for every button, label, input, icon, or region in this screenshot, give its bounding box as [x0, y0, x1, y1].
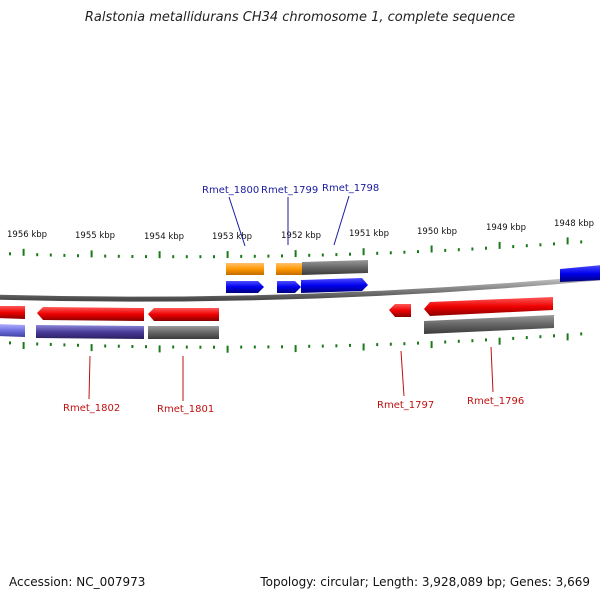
feature-orange-rmet-1799[interactable] — [276, 263, 302, 275]
gene-label-rmet-1801[interactable]: Rmet_1801 — [157, 404, 214, 415]
scale-label: 1954 kbp — [144, 232, 184, 242]
scale-label: 1953 kbp — [212, 232, 252, 242]
gene-arrow-rmet-1801[interactable] — [148, 308, 219, 321]
gene-label-rmet-1798[interactable]: Rmet_1798 — [322, 183, 379, 194]
gene-arrow-rmet-1802[interactable] — [37, 307, 144, 321]
scale-ticks-top — [9, 237, 583, 259]
callout-line-rmet-1802 — [88, 355, 91, 400]
scale-label: 1948 kbp — [554, 219, 594, 229]
scale-label: 1949 kbp — [486, 223, 526, 233]
gene-arrow-left-edge[interactable] — [0, 306, 25, 319]
gene-arrow-rmet-1799[interactable] — [277, 281, 301, 293]
scale-label: 1955 kbp — [75, 231, 115, 241]
gene-arrow-rmet-1798[interactable] — [301, 278, 368, 293]
genes-value: 3,669 — [555, 575, 590, 589]
gene-arrow-right-edge[interactable] — [560, 265, 600, 282]
length-label: Length: — [372, 575, 419, 589]
scale-label: 1956 kbp — [7, 230, 47, 240]
map-title: Ralstonia metallidurans CH34 chromosome … — [84, 10, 516, 25]
accession-info: Accession: NC_007973 — [9, 575, 145, 589]
accession-label: Accession: — [9, 575, 73, 589]
topology-value: circular — [320, 575, 365, 589]
gene-arrow-rmet-1797[interactable] — [389, 304, 411, 317]
topology-label: Topology: — [260, 575, 317, 589]
feature-orange-rmet-1800[interactable] — [226, 263, 264, 275]
gene-label-rmet-1797[interactable]: Rmet_1797 — [377, 400, 434, 411]
callout-line-rmet-1798 — [333, 195, 350, 246]
gene-arrow-rmet-1800[interactable] — [226, 281, 264, 293]
gene-arrow-rmet-1796[interactable] — [424, 297, 553, 316]
chromosome-backbone — [0, 275, 600, 302]
scale-ticks-bottom — [9, 332, 583, 353]
feature-gray-rmet-1798[interactable] — [302, 260, 368, 275]
genes-label: Genes: — [509, 575, 552, 589]
gene-label-rmet-1802[interactable]: Rmet_1802 — [63, 403, 120, 414]
scale-label: 1951 kbp — [349, 229, 389, 239]
feature-gray-rmet-1796[interactable] — [424, 315, 554, 334]
scale-label: 1950 kbp — [417, 227, 457, 237]
accession-value: NC_007973 — [76, 575, 146, 589]
gene-label-rmet-1796[interactable]: Rmet_1796 — [467, 396, 524, 407]
feature-navy-rmet-1802[interactable] — [36, 325, 144, 339]
scale-label: 1952 kbp — [281, 231, 321, 241]
callout-line-rmet-1800 — [228, 196, 246, 247]
sequence-summary: Topology: circular; Length: 3,928,089 bp… — [260, 575, 590, 589]
gene-label-rmet-1799[interactable]: Rmet_1799 — [261, 185, 318, 196]
feature-lavender-left-edge[interactable] — [0, 324, 25, 337]
length-value: 3,928,089 bp — [421, 575, 502, 589]
feature-gray-rmet-1801[interactable] — [148, 326, 219, 339]
callout-line-rmet-1797 — [400, 350, 405, 397]
gene-label-rmet-1800[interactable]: Rmet_1800 — [202, 185, 259, 196]
callout-line-rmet-1796 — [490, 346, 494, 393]
